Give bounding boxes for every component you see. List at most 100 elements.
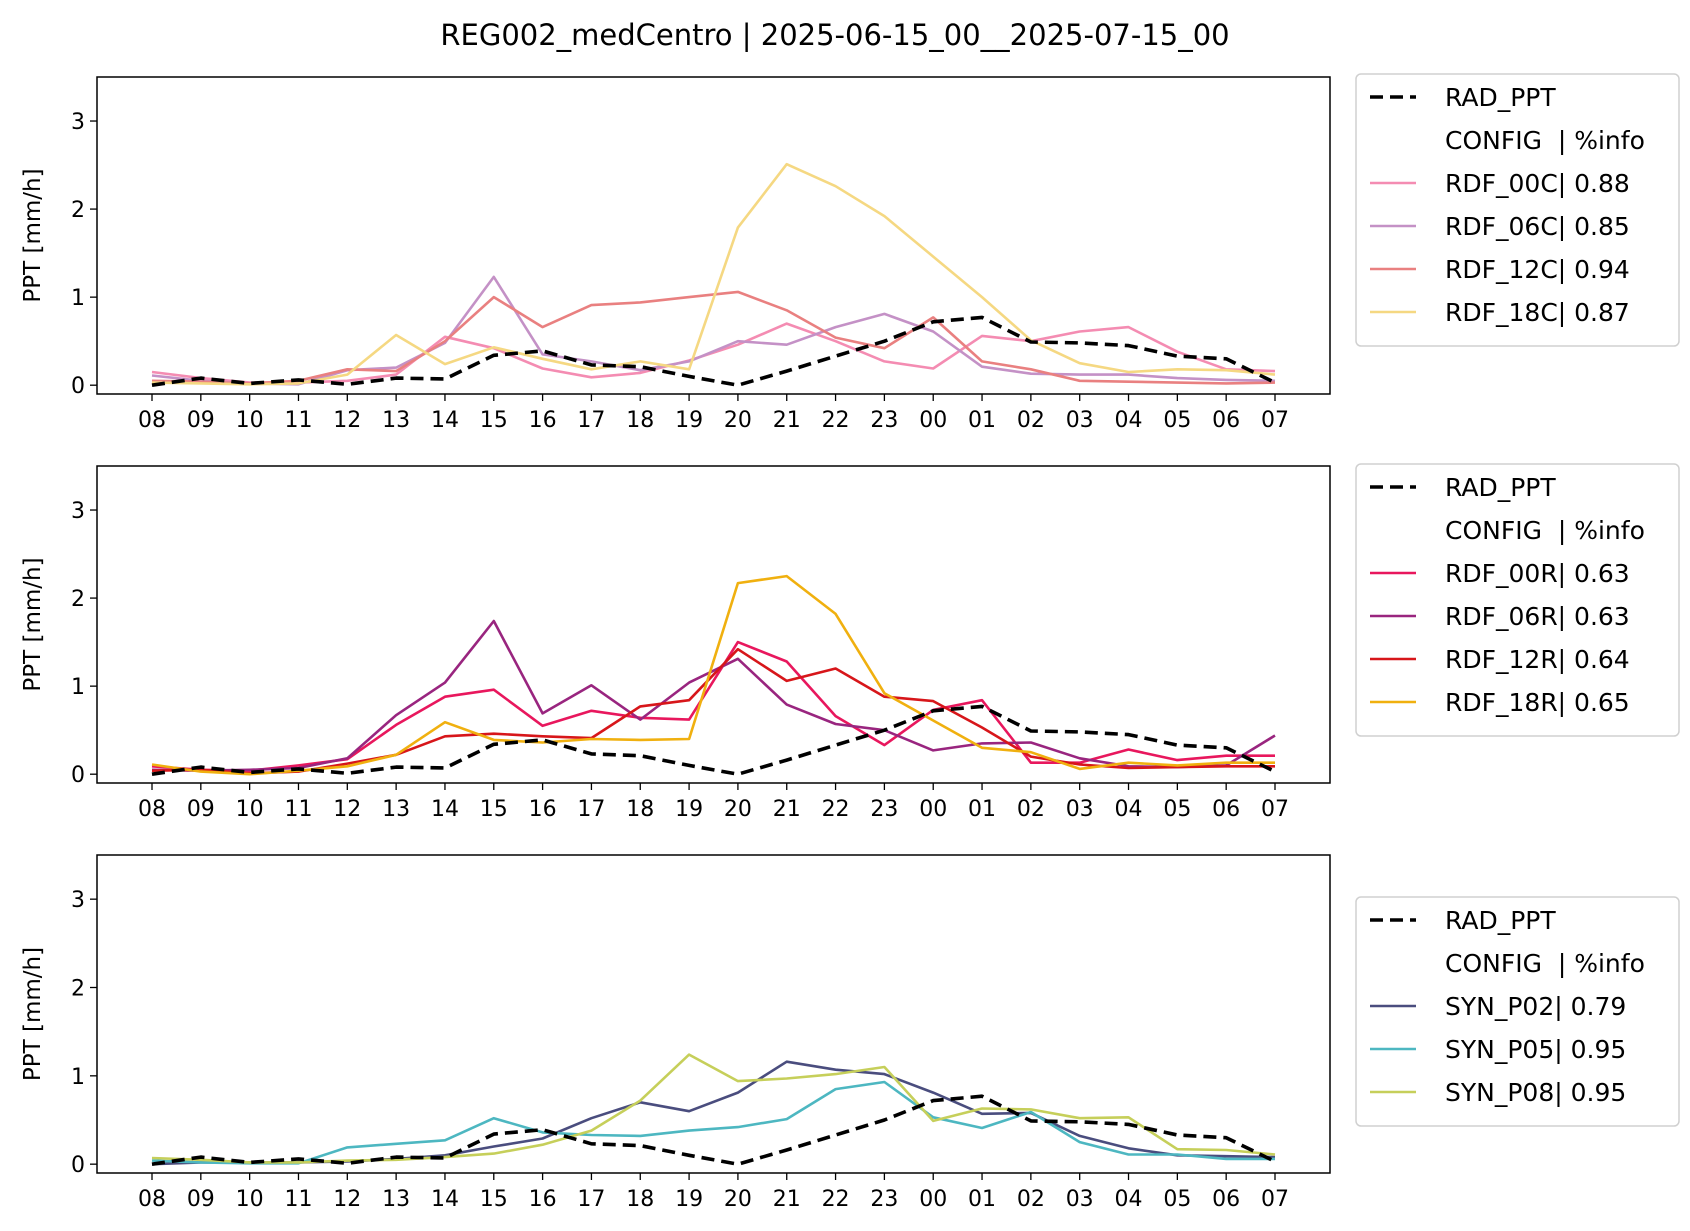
legend-box [1355, 73, 1680, 347]
y-tick-label: 1 [71, 675, 85, 700]
y-tick-label: 0 [71, 1153, 85, 1178]
x-tick-label: 22 [822, 1187, 850, 1212]
legend-label: RDF_12R| 0.64 [1445, 645, 1630, 674]
x-tick-label: 23 [870, 797, 898, 822]
x-tick-label: 09 [187, 1187, 215, 1212]
x-tick-label: 15 [480, 408, 508, 433]
x-tick-label: 12 [333, 797, 361, 822]
x-tick-label: 18 [626, 408, 654, 433]
x-tick-label: 04 [1115, 408, 1143, 433]
series-line [151, 704, 1276, 777]
x-tick-label: 09 [187, 408, 215, 433]
x-tick-label: 08 [138, 797, 166, 822]
x-tick-label: 08 [138, 1187, 166, 1212]
series-line [151, 162, 1276, 386]
x-tick-label: 05 [1163, 1187, 1191, 1212]
x-tick-label: 21 [773, 1187, 801, 1212]
legend-header: CONFIG | %info [1445, 126, 1645, 155]
x-tick-label: 00 [919, 797, 947, 822]
x-tick-label: 10 [236, 408, 264, 433]
plot-frame [96, 854, 1331, 1174]
x-tick-label: 17 [577, 797, 605, 822]
x-tick-label: 15 [480, 797, 508, 822]
x-tick-label: 16 [529, 797, 557, 822]
plot-frame [96, 76, 1331, 395]
legend-label: SYN_P02| 0.79 [1445, 992, 1626, 1021]
y-axis-label: PPT [mm/h] [20, 168, 46, 302]
legend-label: RDF_06C| 0.85 [1445, 212, 1630, 241]
x-tick-label: 10 [236, 1187, 264, 1212]
x-tick-label: 22 [822, 408, 850, 433]
x-tick-label: 17 [577, 1187, 605, 1212]
y-axis-label: PPT [mm/h] [20, 947, 46, 1081]
x-tick-label: 07 [1261, 797, 1289, 822]
x-tick-label: 23 [870, 1187, 898, 1212]
x-tick-label: 13 [382, 1187, 410, 1212]
x-tick-label: 15 [480, 1187, 508, 1212]
x-tick-label: 06 [1212, 797, 1240, 822]
y-tick-label: 2 [71, 977, 85, 1002]
y-tick-label: 1 [71, 1065, 85, 1090]
legend-label: RDF_00R| 0.63 [1445, 559, 1630, 588]
y-tick-label: 2 [71, 587, 85, 612]
x-tick-label: 06 [1212, 1187, 1240, 1212]
x-tick-label: 03 [1066, 1187, 1094, 1212]
x-tick-label: 14 [431, 1187, 459, 1212]
series-line [151, 574, 1275, 776]
x-tick-label: 07 [1261, 408, 1289, 433]
x-tick-label: 19 [675, 1187, 703, 1212]
x-tick-label: 22 [822, 797, 850, 822]
legend-label: SYN_P08| 0.95 [1445, 1078, 1626, 1107]
y-tick-label: 0 [71, 763, 85, 788]
series-line [151, 315, 1276, 388]
legend-label: SYN_P05| 0.95 [1445, 1035, 1626, 1064]
x-tick-label: 14 [431, 408, 459, 433]
x-tick-label: 20 [724, 797, 752, 822]
x-tick-label: 20 [724, 408, 752, 433]
x-tick-label: 19 [675, 408, 703, 433]
y-tick-label: 3 [71, 888, 85, 913]
x-tick-label: 06 [1212, 408, 1240, 433]
legend-label: RAD_PPT [1445, 473, 1556, 502]
x-tick-label: 23 [870, 408, 898, 433]
series-line [151, 619, 1276, 773]
series-line [151, 1080, 1275, 1165]
legend-label: RAD_PPT [1445, 906, 1556, 935]
legend-header: CONFIG | %info [1445, 516, 1645, 545]
x-tick-label: 21 [773, 408, 801, 433]
legend: RAD_PPT CONFIG | %info SYN_P02| 0.79 SYN_P0… [1355, 896, 1680, 1127]
legend-label: RDF_18C| 0.87 [1445, 298, 1630, 327]
x-tick-label: 19 [675, 797, 703, 822]
y-axis-label: PPT [mm/h] [20, 557, 46, 691]
series-line [151, 1094, 1276, 1166]
x-tick-label: 11 [284, 797, 312, 822]
x-tick-label: 02 [1017, 797, 1045, 822]
x-tick-label: 14 [431, 797, 459, 822]
y-tick-label: 1 [71, 286, 85, 311]
plot-frame [96, 465, 1331, 784]
x-tick-label: 11 [284, 408, 312, 433]
y-tick-label: 3 [71, 499, 85, 524]
legend-label: RDF_06R| 0.63 [1445, 602, 1630, 631]
x-tick-label: 02 [1017, 1187, 1045, 1212]
y-tick-label: 2 [71, 198, 85, 223]
x-tick-label: 02 [1017, 408, 1045, 433]
x-tick-label: 18 [626, 797, 654, 822]
x-tick-label: 00 [919, 408, 947, 433]
series-line [151, 647, 1275, 775]
legend: RAD_PPT CONFIG | %info RDF_00R| 0.63 RDF_06… [1355, 463, 1680, 737]
x-tick-label: 21 [773, 797, 801, 822]
x-tick-label: 16 [529, 1187, 557, 1212]
x-tick-label: 16 [529, 408, 557, 433]
legend-box [1355, 896, 1680, 1127]
legend: RAD_PPT CONFIG | %info RDF_00C| 0.88 RDF_06… [1355, 73, 1680, 347]
y-tick-label: 0 [71, 374, 85, 399]
x-tick-label: 12 [333, 408, 361, 433]
x-tick-label: 05 [1163, 797, 1191, 822]
x-tick-label: 12 [333, 1187, 361, 1212]
